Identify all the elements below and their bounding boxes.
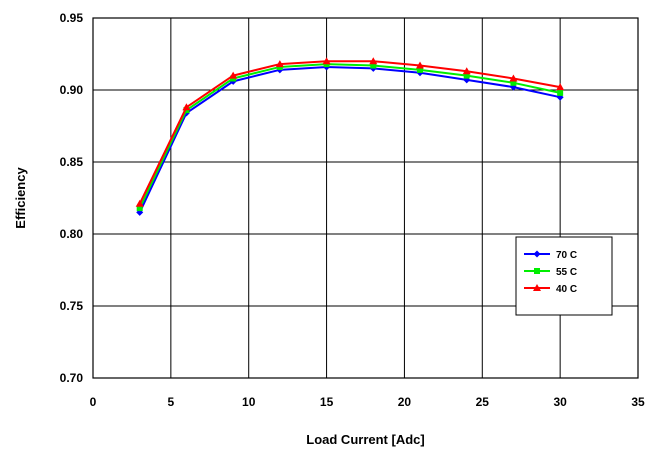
- data-point: [557, 89, 564, 96]
- series-group: [135, 57, 565, 216]
- legend-label: 55 C: [556, 267, 577, 278]
- data-point: [556, 83, 565, 91]
- data-point: [417, 66, 423, 73]
- data-point: [322, 57, 331, 65]
- x-tick-label: 15: [320, 395, 334, 409]
- legend-item: 70 C: [524, 250, 577, 261]
- x-tick-label: 5: [168, 395, 175, 409]
- x-tick-label: 25: [476, 395, 490, 409]
- series-line: [138, 65, 561, 213]
- data-point: [229, 71, 238, 79]
- data-point: [135, 199, 144, 207]
- legend-label: 70 C: [556, 250, 577, 261]
- y-tick-label: 0.85: [60, 155, 84, 169]
- series-line: [138, 60, 561, 205]
- data-point: [510, 79, 517, 86]
- plot-border: [92, 17, 639, 379]
- legend-item: 55 C: [524, 267, 577, 278]
- data-point: [275, 60, 284, 68]
- data-point: [136, 205, 143, 212]
- x-tick-label: 35: [631, 395, 645, 409]
- data-point: [182, 103, 191, 111]
- x-tick-label: 10: [242, 395, 256, 409]
- legend-item: 40 C: [524, 284, 577, 295]
- data-point: [369, 57, 378, 65]
- y-tick-label: 0.70: [60, 371, 84, 385]
- y-axis-title: Efficiency: [13, 167, 28, 229]
- legend-marker: [533, 250, 541, 258]
- legend-label: 40 C: [556, 284, 577, 295]
- y-tick-label: 0.90: [60, 83, 84, 97]
- legend-marker: [533, 284, 541, 291]
- legend: 70 C 55 C 40 C: [515, 236, 613, 316]
- y-tick-labels: 0.70 0.75 0.80 0.85 0.90 0.95: [60, 11, 84, 385]
- plot-area: [93, 18, 638, 378]
- y-tick-label: 0.95: [60, 11, 84, 25]
- data-point: [416, 61, 424, 69]
- data-point: [509, 74, 518, 82]
- y-tick-label: 0.80: [60, 227, 84, 241]
- data-point: [463, 72, 470, 79]
- y-tick-label: 0.75: [60, 299, 84, 313]
- x-tick-label: 20: [398, 395, 412, 409]
- data-point: [370, 62, 377, 69]
- legend-box: [515, 236, 613, 316]
- data-point: [462, 67, 471, 75]
- x-tick-label: 30: [553, 395, 567, 409]
- x-axis-title: Load Current [Adc]: [306, 432, 424, 447]
- legend-marker: [534, 268, 540, 274]
- series-2: [135, 57, 565, 207]
- x-tick-label: 0: [90, 395, 97, 409]
- series-line: [138, 63, 561, 209]
- x-tick-labels: 0 5 10 15 20 25 30 35: [90, 395, 645, 409]
